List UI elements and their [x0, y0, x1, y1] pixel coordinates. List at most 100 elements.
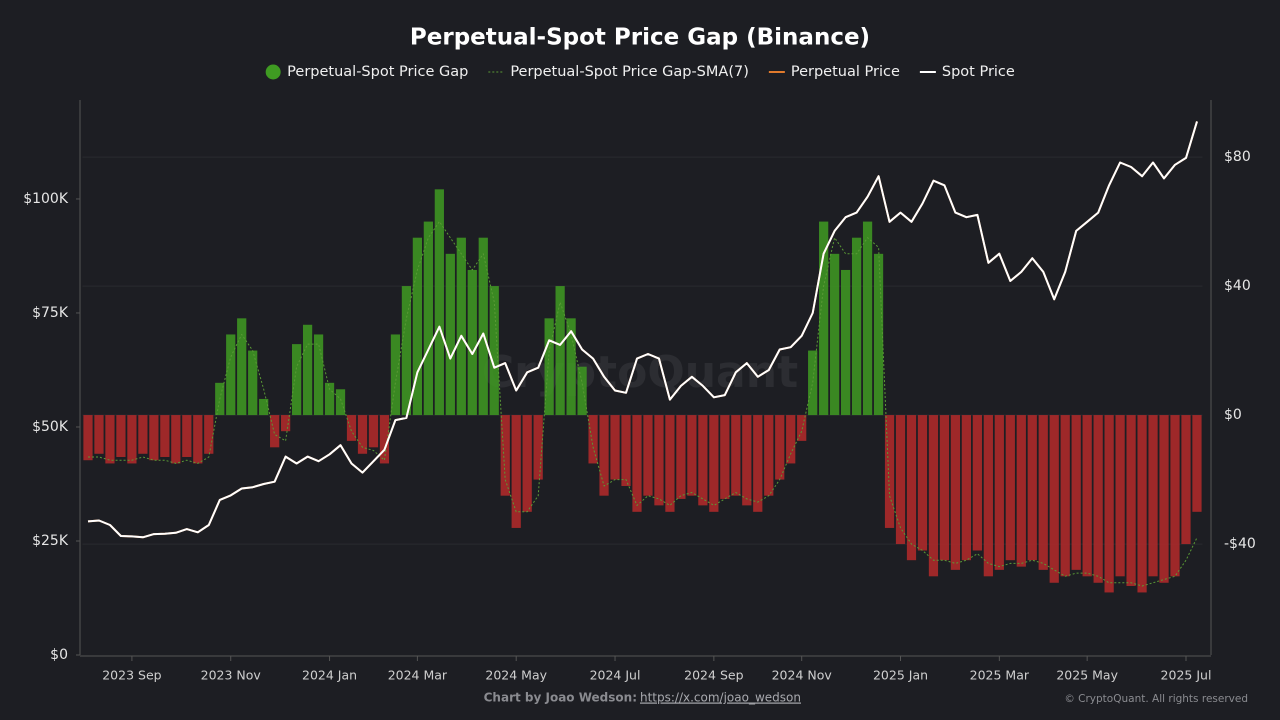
- bar: [884, 415, 895, 528]
- y2-tick-label: -$40: [1224, 536, 1256, 552]
- bar: [149, 415, 159, 461]
- legend-label: Spot Price: [942, 64, 1015, 80]
- bar: [105, 415, 115, 464]
- bar: [862, 221, 873, 416]
- bar: [1192, 415, 1202, 512]
- bar: [775, 415, 785, 480]
- bar: [182, 415, 192, 457]
- x-tick-label: 2024 Mar: [388, 668, 448, 683]
- bar: [566, 318, 576, 416]
- bar: [610, 415, 620, 480]
- bar: [840, 269, 851, 416]
- bar: [939, 415, 950, 561]
- bar: [281, 415, 291, 432]
- bar: [1115, 415, 1125, 577]
- legend: Perpetual-Spot Price Gap Perpetual-Spot P…: [265, 64, 1015, 80]
- bar: [632, 415, 642, 512]
- legend-item: Perpetual-Spot Price Gap-SMA(7): [488, 64, 749, 80]
- bar: [1071, 415, 1081, 570]
- bar: [753, 415, 763, 512]
- bar: [412, 237, 423, 416]
- bar: [423, 221, 433, 416]
- x-tick-label: 2025 May: [1056, 668, 1118, 683]
- bar: [983, 415, 993, 577]
- bar: [248, 350, 258, 416]
- x-tick-label: 2024 Jan: [302, 668, 357, 683]
- bar: [709, 415, 719, 512]
- bar: [1181, 415, 1191, 545]
- bar: [83, 415, 93, 461]
- bar: [1027, 415, 1037, 561]
- legend-label: Perpetual Price: [791, 64, 900, 80]
- bar: [489, 286, 499, 416]
- bar: [533, 415, 543, 480]
- bar: [456, 237, 466, 416]
- bar: [1126, 415, 1136, 586]
- bar: [764, 415, 774, 496]
- bar: [928, 415, 939, 577]
- x-tick-label: 2024 Sep: [684, 668, 743, 683]
- series-line: [87, 121, 1198, 539]
- y-tick-label: $100K: [23, 191, 69, 207]
- bar: [577, 366, 587, 416]
- bar: [434, 189, 444, 416]
- bar: [917, 415, 928, 551]
- bar: [160, 415, 170, 457]
- bar: [270, 415, 280, 448]
- bar: [522, 415, 532, 512]
- bar: [698, 415, 708, 506]
- legend-item: Spot Price: [919, 64, 1015, 80]
- bar: [972, 415, 982, 551]
- bar: [193, 415, 203, 464]
- bar: [357, 415, 368, 454]
- bar: [445, 253, 455, 416]
- x-tick-label: 2025 Mar: [970, 668, 1030, 683]
- bar: [138, 415, 148, 454]
- bar: [588, 415, 598, 464]
- bar: [259, 398, 269, 416]
- bar: [994, 415, 1004, 570]
- x-tick-label: 2025 Jan: [873, 668, 928, 683]
- credit: Chart by Joao Wedson:: [484, 691, 637, 705]
- bar: [599, 415, 609, 496]
- chart-title: Perpetual-Spot Price Gap (Binance): [410, 25, 870, 51]
- y2-tick-label: $80: [1224, 149, 1251, 165]
- y2-tick-label: $0: [1224, 407, 1242, 423]
- bar: [1093, 415, 1103, 583]
- bar: [895, 415, 906, 545]
- bar: [379, 415, 390, 464]
- bar: [786, 415, 796, 464]
- bar: [226, 334, 236, 416]
- bar: [291, 344, 302, 416]
- bar: [1082, 415, 1092, 577]
- x-tick-label: 2024 May: [485, 668, 547, 683]
- bar: [906, 415, 917, 561]
- y-tick-label: $25K: [32, 533, 69, 549]
- bar: [819, 221, 829, 416]
- y-tick-label: $0: [50, 647, 68, 663]
- bar: [390, 334, 401, 416]
- bar: [1104, 415, 1114, 593]
- credit-link[interactable]: https://x.com/joao_wedson: [640, 691, 801, 705]
- bar: [720, 415, 730, 499]
- bar: [676, 415, 686, 499]
- x-tick-label: 2025 Jul: [1161, 668, 1212, 683]
- bar: [961, 415, 972, 561]
- bar: [313, 334, 324, 416]
- x-tick-label: 2024 Jul: [590, 668, 641, 683]
- bar: [555, 286, 565, 416]
- bar: [742, 415, 752, 506]
- bar: [950, 415, 961, 570]
- bar: [346, 415, 357, 441]
- bar: [204, 415, 214, 454]
- bar: [1148, 415, 1158, 577]
- bar: [237, 318, 247, 416]
- bar: [1170, 415, 1180, 577]
- bar: [1016, 415, 1026, 567]
- bar: [467, 269, 477, 416]
- bar: [621, 415, 631, 487]
- bar: [665, 415, 675, 512]
- bar: [1137, 415, 1147, 593]
